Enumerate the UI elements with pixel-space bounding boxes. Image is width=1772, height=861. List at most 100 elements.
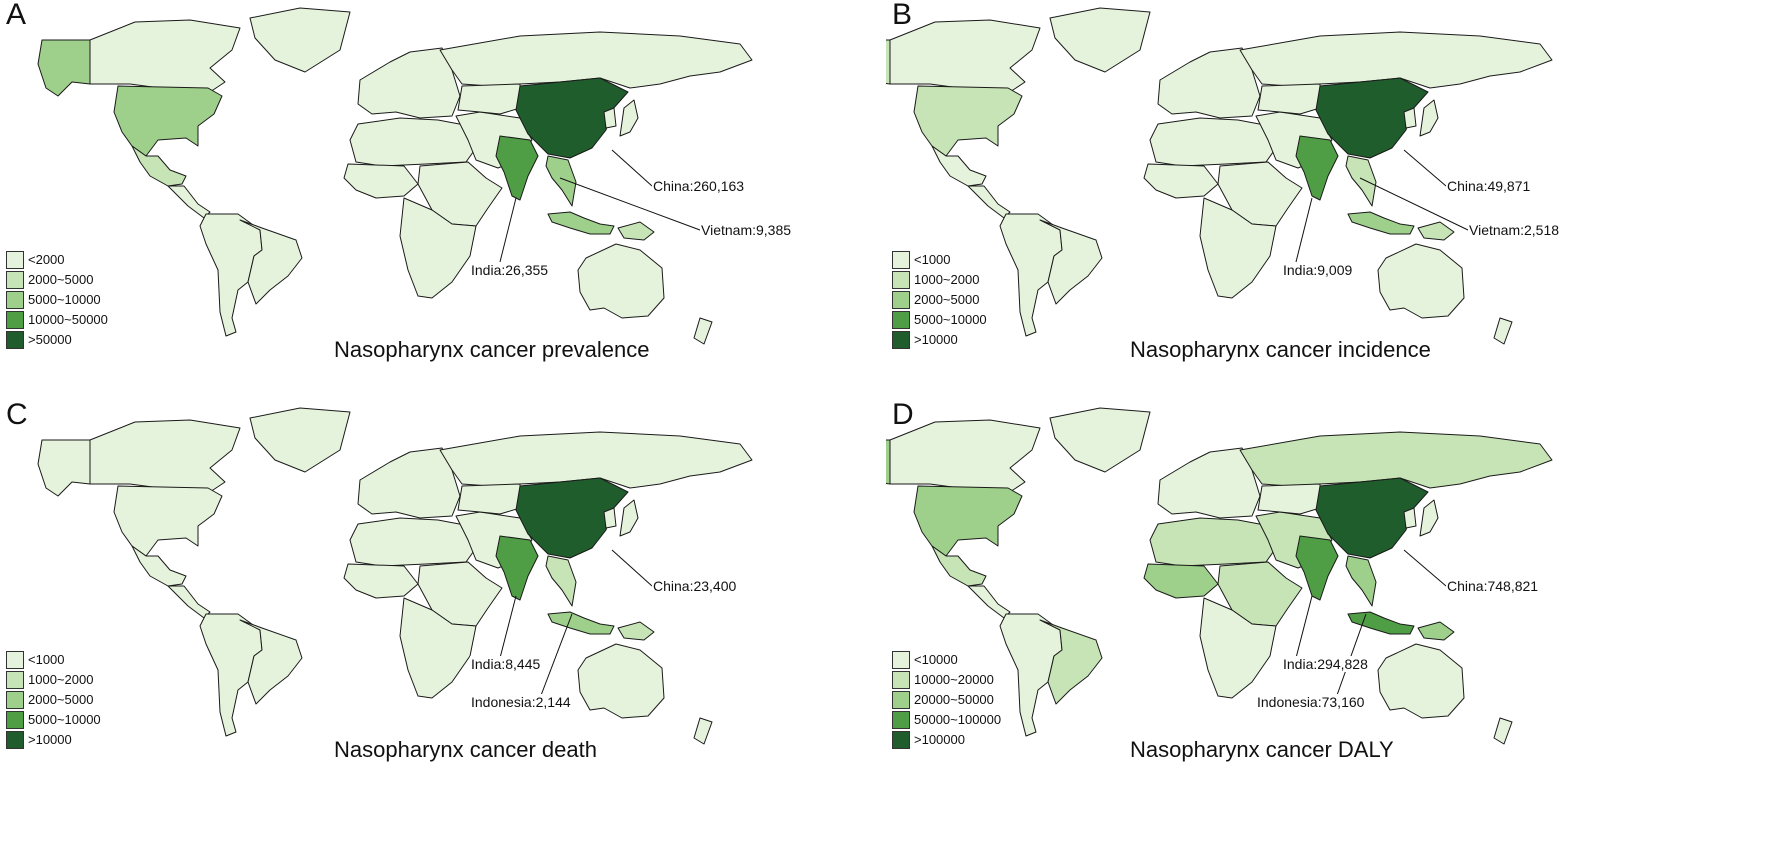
world-map-d [886, 407, 1553, 745]
region-usa [113, 485, 223, 557]
legend-swatch [6, 731, 24, 749]
map-title: Nasopharynx cancer incidence [1130, 337, 1431, 362]
region-new-zealand [693, 317, 713, 345]
region-west-africa [1143, 163, 1219, 199]
region-japan [1419, 499, 1439, 537]
region-central-america [967, 585, 1011, 619]
legend-swatch [892, 651, 910, 669]
callout-india: India:8,445 [470, 656, 542, 672]
region-new-zealand [1493, 717, 1513, 745]
region-usa [913, 85, 1023, 157]
region-alaska [37, 39, 91, 97]
region-canada [889, 419, 1041, 493]
region-korea [603, 507, 617, 529]
legend-label: 5000~10000 [914, 312, 987, 327]
region-southern-africa [399, 197, 477, 299]
legend-swatch [892, 711, 910, 729]
region-papua [617, 221, 655, 241]
region-europe [1157, 47, 1261, 119]
region-west-africa [1143, 563, 1219, 599]
callout-indonesia: Indonesia:73,160 [1256, 694, 1366, 710]
region-central-asia [457, 483, 521, 515]
region-north-africa [349, 517, 477, 567]
callout-vietnam: Vietnam:2,518 [1468, 222, 1561, 238]
region-alaska [886, 39, 891, 85]
legend-swatch [6, 331, 24, 349]
region-india [1295, 535, 1339, 601]
legend-swatch [892, 271, 910, 289]
map-panel-a: A <2000 2000~5000 5000~10000 10000~50000… [0, 0, 886, 430]
region-indonesia [1347, 611, 1415, 635]
region-usa [913, 485, 1023, 557]
region-papua [1417, 621, 1455, 641]
region-korea [1403, 507, 1417, 529]
region-india [495, 135, 539, 201]
world-map-b [886, 7, 1553, 345]
legend-label: >10000 [28, 732, 72, 747]
legend-swatch [6, 671, 24, 689]
region-australia [1377, 643, 1465, 719]
legend-swatch [892, 731, 910, 749]
legend-label: 5000~10000 [28, 292, 101, 307]
region-china [515, 477, 629, 559]
legend-label: 1000~2000 [914, 272, 980, 287]
legend-swatch [892, 291, 910, 309]
legend-swatch [892, 331, 910, 349]
map-title: Nasopharynx cancer prevalence [334, 337, 650, 362]
region-australia [577, 243, 665, 319]
region-australia [1377, 243, 1465, 319]
region-indonesia [547, 211, 615, 235]
legend-swatch [6, 251, 24, 269]
region-japan [1419, 99, 1439, 137]
region-east-africa [1217, 161, 1303, 227]
callout-china: China:23,400 [652, 578, 738, 594]
region-southeast-asia [545, 555, 577, 607]
region-new-zealand [693, 717, 713, 745]
callout-vietnam: Vietnam:9,385 [700, 222, 793, 238]
legend-label: 10000~50000 [28, 312, 108, 327]
legend-swatch [6, 311, 24, 329]
panel-letter: D [892, 400, 914, 431]
region-north-africa [1149, 517, 1277, 567]
region-alaska [37, 439, 91, 497]
region-brazil [239, 619, 303, 705]
region-central-america [167, 185, 211, 219]
legend-label: <1000 [914, 252, 951, 267]
legend-label: 2000~5000 [914, 292, 980, 307]
region-north-africa [1149, 117, 1277, 167]
region-australia [577, 643, 665, 719]
legend-swatch [892, 671, 910, 689]
legend-label: 50000~100000 [914, 712, 1002, 727]
region-brazil [1039, 219, 1103, 305]
legend-swatch [892, 691, 910, 709]
region-north-africa [349, 117, 477, 167]
region-korea [1403, 107, 1417, 129]
region-greenland [249, 407, 351, 473]
region-europe [357, 447, 461, 519]
legend-label: >10000 [914, 332, 958, 347]
map-title: Nasopharynx cancer DALY [1130, 737, 1394, 762]
legend-swatch [6, 691, 24, 709]
region-southeast-asia [1345, 155, 1377, 207]
region-southeast-asia [545, 155, 577, 207]
region-west-africa [343, 563, 419, 599]
region-west-africa [343, 163, 419, 199]
callout-china: China:260,163 [652, 178, 746, 194]
callout-china: China:49,871 [1446, 178, 1532, 194]
map-panel-b: B <1000 1000~2000 2000~5000 5000~10000 >… [886, 0, 1772, 430]
region-east-africa [1217, 561, 1303, 627]
callout-india: India:294,828 [1282, 656, 1369, 672]
callout-leader-line [1295, 595, 1313, 659]
region-papua [617, 621, 655, 641]
legend-label: <1000 [28, 652, 65, 667]
region-new-zealand [1493, 317, 1513, 345]
world-map-c [37, 407, 753, 745]
region-canada [89, 19, 241, 93]
region-southern-africa [399, 597, 477, 699]
legend-label: <10000 [914, 652, 958, 667]
legend-swatch [6, 291, 24, 309]
region-mexico [131, 145, 187, 187]
region-indonesia [547, 611, 615, 635]
map-panel-c: C <1000 1000~2000 2000~5000 5000~10000 >… [0, 400, 886, 830]
panel-letter: A [6, 0, 27, 31]
